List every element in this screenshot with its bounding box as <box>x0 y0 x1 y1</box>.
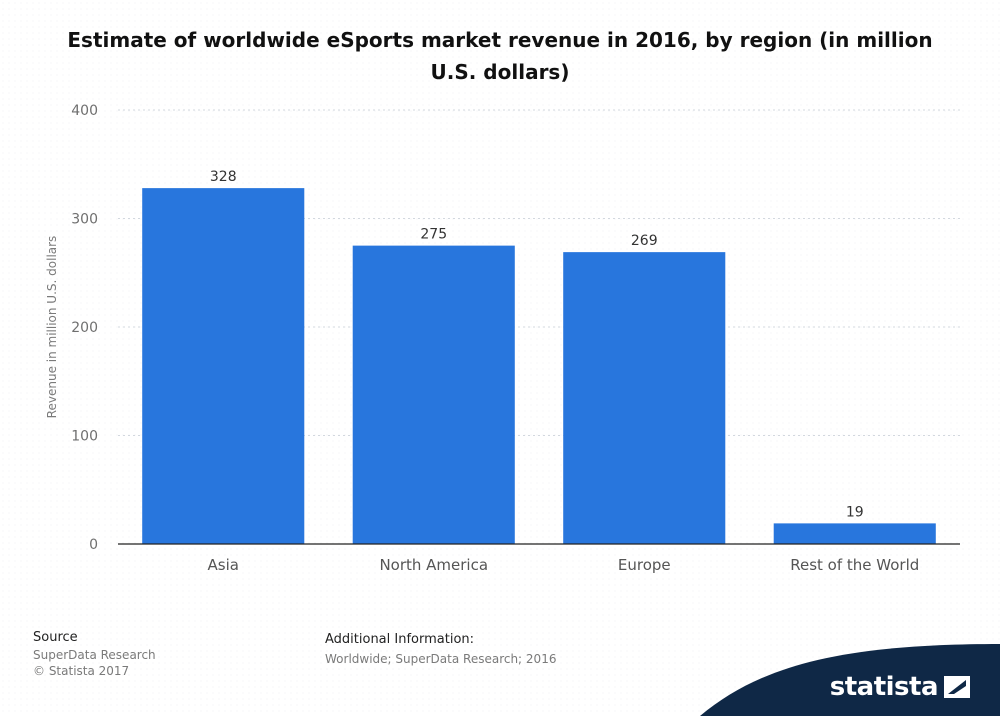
additional-info-heading: Additional Information: <box>325 632 475 647</box>
bar <box>142 188 305 544</box>
x-tick-label: North America <box>379 556 488 574</box>
bar-chart: 0 100 200 300 400 Revenue in million U.S. do… <box>45 103 960 574</box>
y-axis-label: Revenue in million U.S. dollars <box>45 236 59 419</box>
bar-value-label: 328 <box>210 169 237 185</box>
y-axis-ticks: 0 100 200 300 400 <box>71 103 98 553</box>
source-line: SuperData Research <box>33 648 156 662</box>
x-tick-label: Europe <box>618 556 671 574</box>
data-labels: 328 275 269 19 <box>210 169 864 520</box>
statista-logo-text: statista <box>829 672 939 702</box>
statista-logo-icon <box>944 676 970 698</box>
chart-title: Estimate of worldwide eSports market rev… <box>67 28 933 84</box>
bars <box>142 188 936 544</box>
bar-value-label: 19 <box>846 504 864 520</box>
y-tick-label: 400 <box>71 103 98 119</box>
bar <box>773 523 936 544</box>
brand-band: statista <box>700 626 1000 716</box>
y-tick-label: 0 <box>89 537 98 553</box>
y-tick-label: 100 <box>71 429 98 445</box>
additional-info-text: Worldwide; SuperData Research; 2016 <box>325 652 557 666</box>
y-tick-label: 200 <box>71 320 98 336</box>
x-axis-ticks: Asia North America Europe Rest of the World <box>208 556 920 574</box>
bar <box>563 252 726 544</box>
y-tick-label: 300 <box>71 212 98 228</box>
x-tick-label: Rest of the World <box>790 556 919 574</box>
bar-value-label: 275 <box>420 227 447 243</box>
bar <box>352 245 515 544</box>
x-tick-label: Asia <box>208 556 239 574</box>
source-heading: Source <box>33 630 78 645</box>
source-line: © Statista 2017 <box>33 664 130 678</box>
bar-value-label: 269 <box>631 233 658 249</box>
